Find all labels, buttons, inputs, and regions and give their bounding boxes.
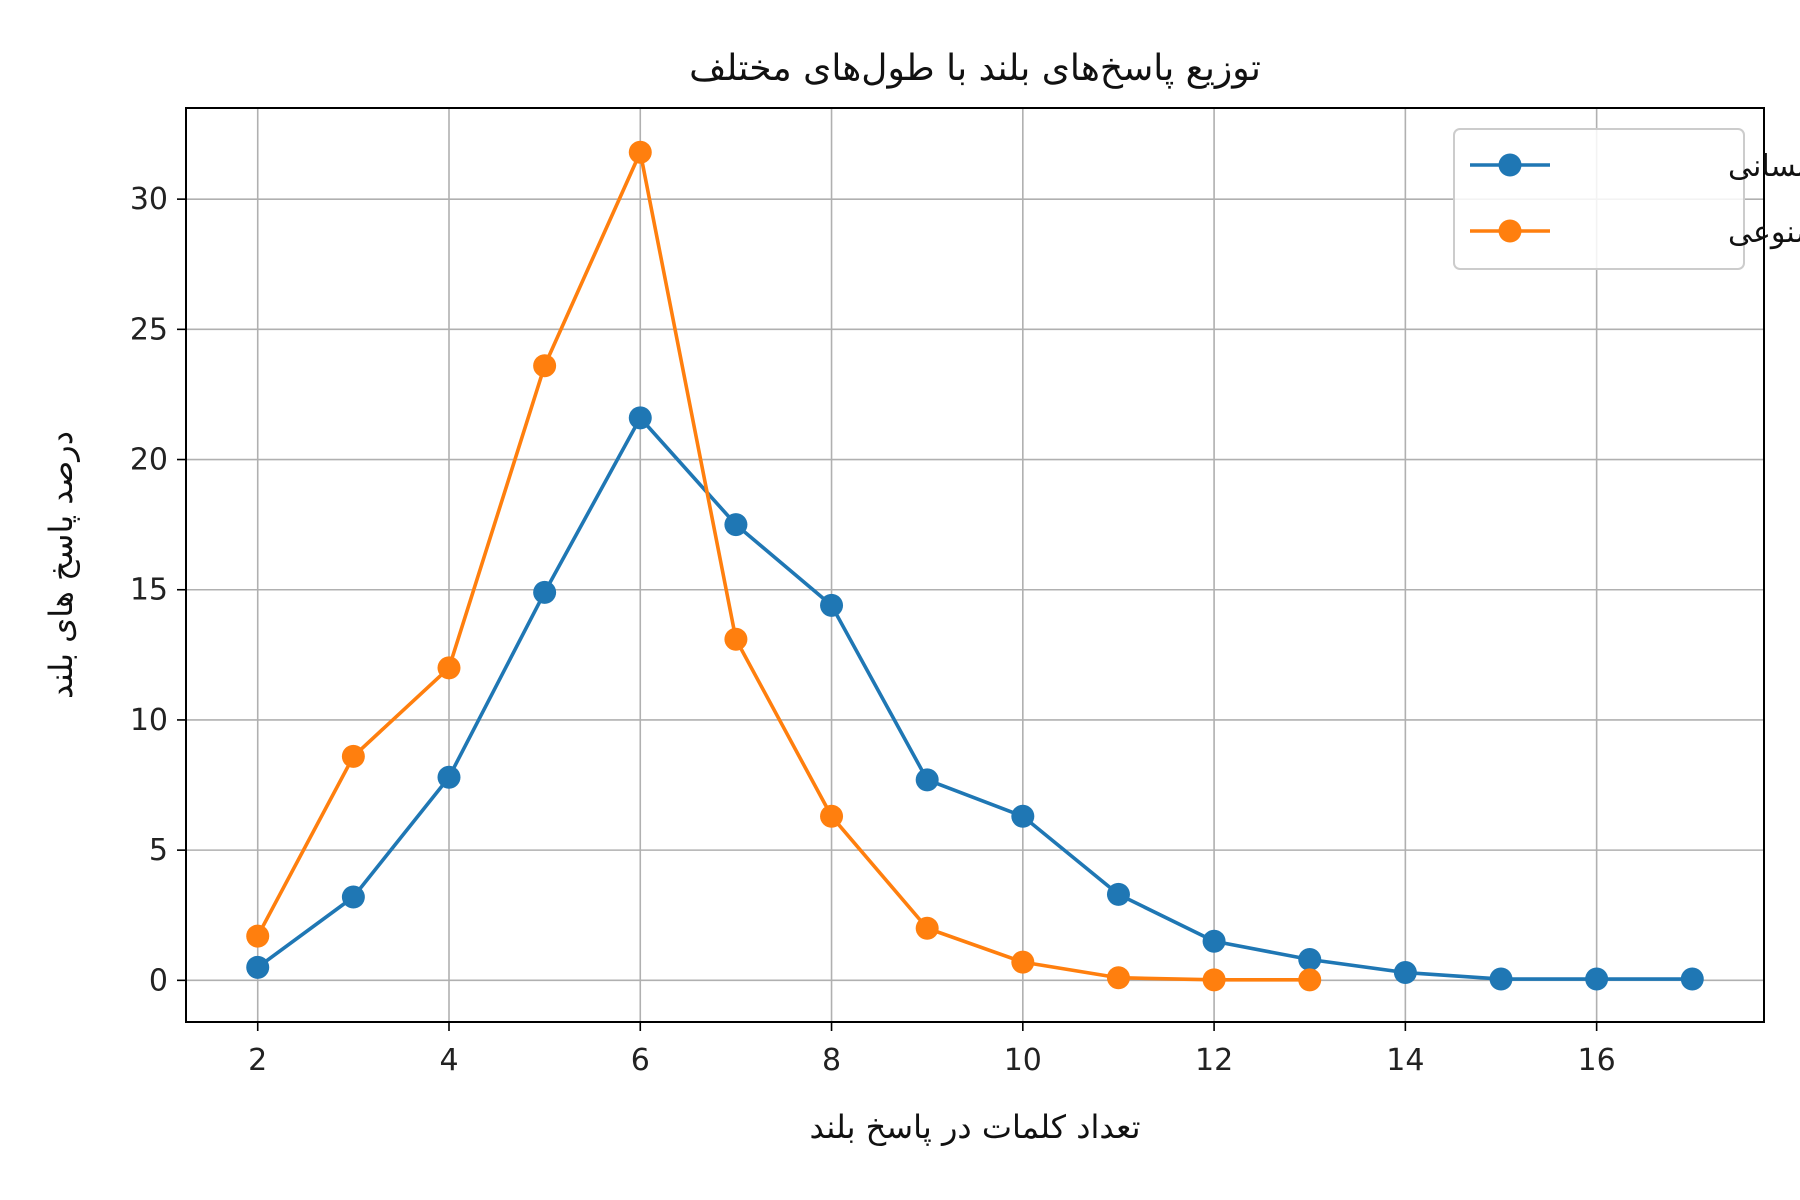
- series-line: [256, 416, 1693, 981]
- data-point: [915, 768, 939, 792]
- legend: انسانی مصنوعی: [1453, 128, 1800, 270]
- y-axis-title: درصد پاسخ های بلند: [42, 431, 80, 699]
- y-tick-label: 25: [130, 312, 168, 347]
- data-point: [1298, 968, 1322, 992]
- x-tick-label: 2: [248, 1043, 267, 1078]
- data-point: [533, 354, 557, 378]
- data-point: [724, 627, 748, 651]
- y-tick-label: 10: [130, 703, 168, 738]
- data-point: [915, 916, 939, 940]
- data-point: [533, 580, 557, 604]
- data-point: [437, 656, 461, 680]
- x-tick-label: 14: [1386, 1043, 1424, 1078]
- y-tick-label: 20: [130, 443, 168, 478]
- x-tick-label: 12: [1195, 1043, 1233, 1078]
- data-point: [1202, 968, 1226, 992]
- y-axis-ticks: 0 5 10 15 20 25 30: [130, 182, 186, 998]
- data-point: [437, 765, 461, 789]
- legend-marker: [1498, 153, 1522, 177]
- data-point: [1106, 882, 1130, 906]
- data-point: [1393, 961, 1417, 985]
- data-point: [820, 804, 844, 828]
- y-tick-label: 0: [149, 963, 168, 998]
- y-tick-label: 30: [130, 182, 168, 217]
- x-tick-label: 6: [631, 1043, 650, 1078]
- data-point: [246, 924, 270, 948]
- data-point: [341, 885, 365, 909]
- grid: [186, 108, 1764, 1022]
- chart-title: توزیع پاسخ‌های بلند با طول‌های مختلف: [689, 48, 1261, 89]
- legend-label: انسانی: [1728, 149, 1800, 184]
- x-tick-label: 8: [822, 1043, 841, 1078]
- data-point: [724, 513, 748, 537]
- data-point: [1106, 966, 1130, 990]
- x-tick-label: 4: [439, 1043, 458, 1078]
- x-tick-label: 16: [1578, 1043, 1616, 1078]
- data-point: [1011, 950, 1035, 974]
- series-line: [256, 150, 1310, 982]
- legend-box: [1453, 128, 1745, 270]
- y-tick-label: 15: [130, 573, 168, 608]
- series-layer: [246, 140, 1704, 992]
- data-point: [1489, 967, 1513, 991]
- data-point: [1202, 929, 1226, 953]
- data-point: [628, 406, 652, 430]
- y-tick-label: 5: [149, 833, 168, 868]
- legend-marker: [1498, 219, 1522, 243]
- x-tick-label: 10: [1004, 1043, 1042, 1078]
- data-point: [341, 744, 365, 768]
- x-axis-title: تعداد کلمات در پاسخ بلند: [810, 1108, 1141, 1146]
- data-point: [1680, 967, 1704, 991]
- data-point: [246, 955, 270, 979]
- data-point: [1011, 804, 1035, 828]
- data-point: [628, 140, 652, 164]
- x-axis-ticks: 2 4 6 8 10 12 14 16: [248, 1022, 1616, 1078]
- legend-label: مصنوعی: [1728, 215, 1800, 250]
- data-point: [820, 593, 844, 617]
- data-point: [1298, 948, 1322, 972]
- data-point: [1585, 967, 1609, 991]
- plot-frame: [185, 107, 1765, 1023]
